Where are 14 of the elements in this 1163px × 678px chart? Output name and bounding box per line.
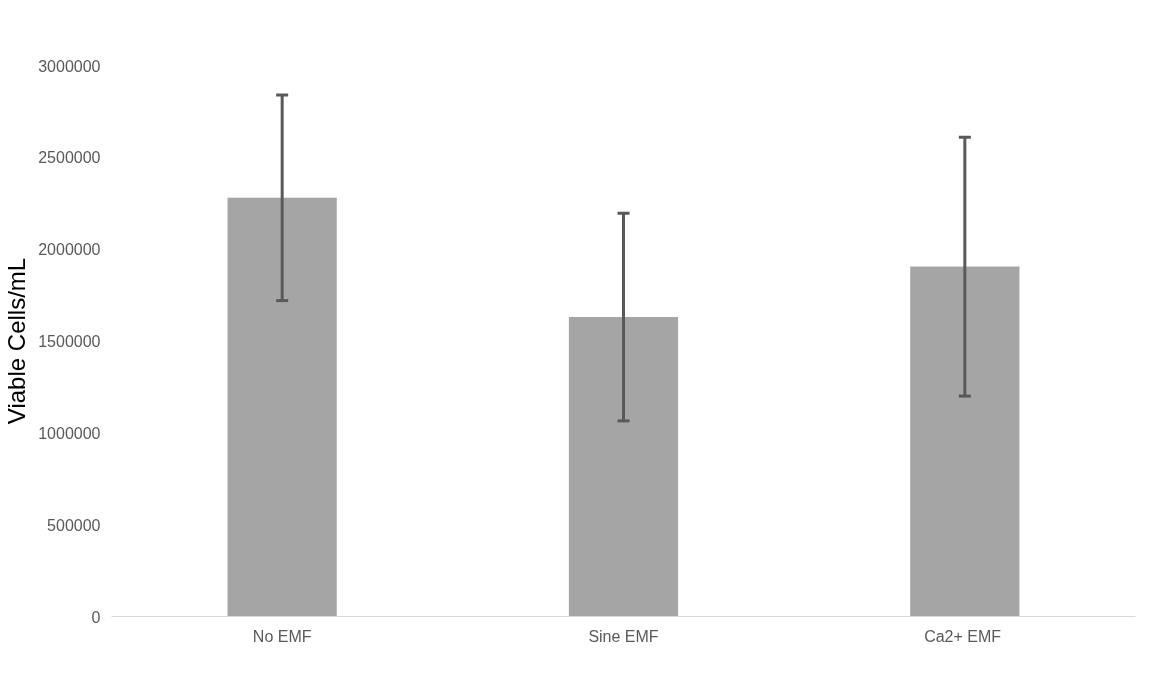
bar: [568, 317, 679, 617]
y-tick-label: 2000000: [38, 241, 101, 259]
y-tick-label: 2500000: [38, 149, 101, 167]
y-tick-label: 3000000: [38, 57, 101, 75]
y-tick-label: 500000: [47, 516, 101, 534]
x-tick-label: No EMF: [252, 627, 312, 645]
y-axis-title: Viable Cells/mL: [3, 257, 31, 425]
y-tick-label: 0: [91, 608, 101, 626]
x-tick-label: Sine EMF: [588, 627, 659, 645]
x-tick-label: Ca2+ EMF: [924, 627, 1002, 645]
bar: [227, 197, 337, 617]
y-tick-label: 1000000: [38, 424, 101, 442]
y-tick-label: 1500000: [38, 333, 101, 350]
bar: [910, 266, 1020, 617]
